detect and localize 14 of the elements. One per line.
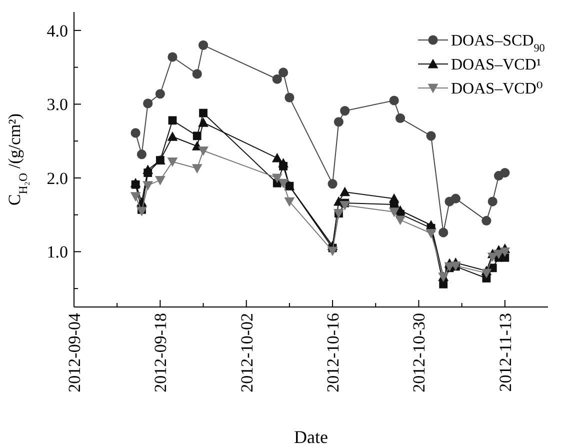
legend-label: DOAS–VCD⁰: [451, 80, 543, 98]
x-tick-label: 2012-11-13: [496, 313, 515, 392]
legend-label: DOAS–VCD¹: [451, 56, 542, 74]
x-tick-label: 2012-10-30: [410, 313, 429, 392]
x-tick-label: 2012-10-02: [237, 313, 256, 392]
y-tick-label: 1.0: [46, 242, 68, 262]
x-tick-label: 2012-09-18: [151, 313, 170, 392]
legend-label: DOAS–SCD$_{90}$: [451, 32, 546, 55]
x-tick-label: 2012-09-04: [64, 312, 84, 392]
y-tick-label: 2.0: [46, 168, 68, 188]
x-tick-label: 2012-10-16: [323, 313, 342, 392]
y-tick-label: 4.0: [46, 21, 68, 40]
y-tick-label: 3.0: [46, 95, 68, 114]
x-axis-title: Date: [294, 427, 328, 447]
